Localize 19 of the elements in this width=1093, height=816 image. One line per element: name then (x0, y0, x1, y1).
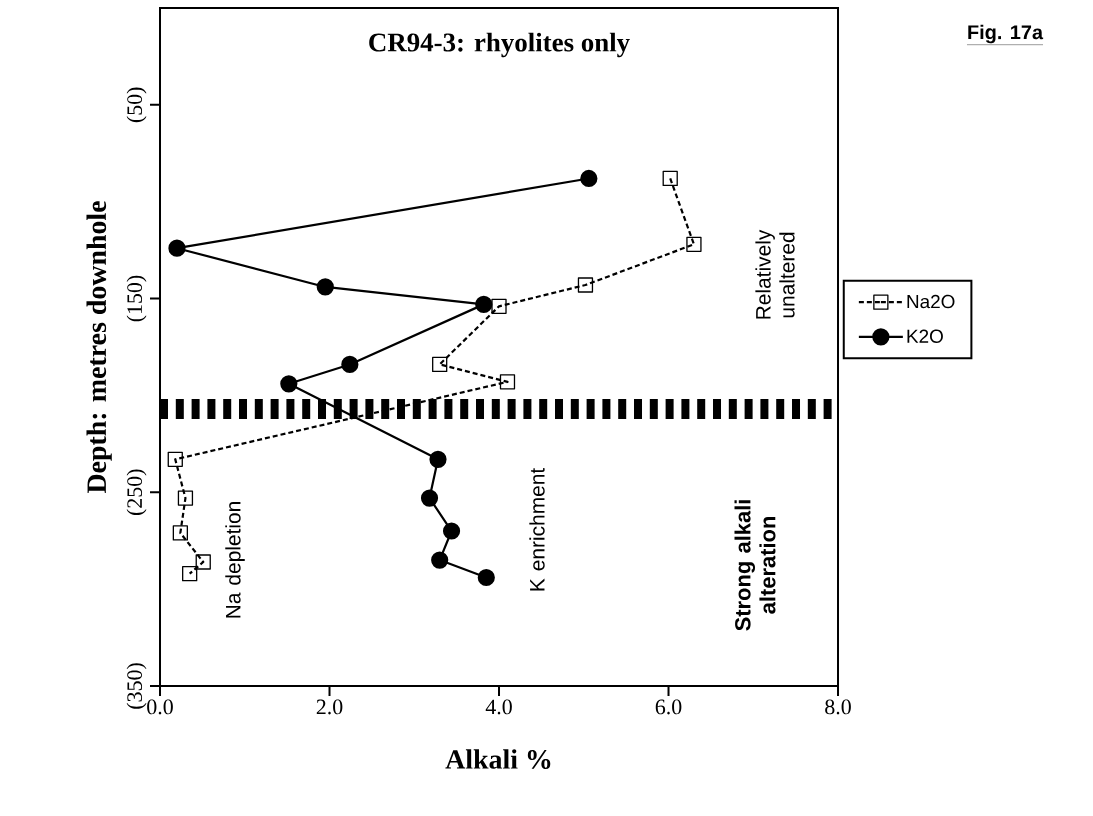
x-tick-label: 2.0 (316, 699, 343, 715)
y-tick-label: (250) (126, 469, 147, 516)
x-tick-label: 8.0 (825, 699, 851, 715)
y-tick-label: (50) (126, 87, 147, 123)
x-tick-label: 4.0 (485, 699, 512, 715)
legend-label: Na2O (907, 294, 955, 309)
x-tick-label: 0.0 (147, 699, 173, 715)
text: CR94-3: rhyolites only (369, 32, 630, 58)
caption: Fig. 17a (968, 24, 1044, 44)
annotation: Relatively unaltered (755, 229, 795, 319)
y-tick-label: (350) (126, 663, 147, 709)
annotation: Strong alkali alteration (734, 500, 776, 631)
legend-label: K2O (907, 329, 943, 343)
x-axis-title: Alkali % (445, 749, 551, 769)
y-tick-label: (150) (126, 275, 147, 322)
annotation: Na depletion (225, 502, 245, 618)
annotation: K enrichment (529, 467, 545, 591)
x-tick-label: 6.0 (655, 699, 682, 715)
y-axis-title: Depth: metres downhole (86, 201, 112, 494)
